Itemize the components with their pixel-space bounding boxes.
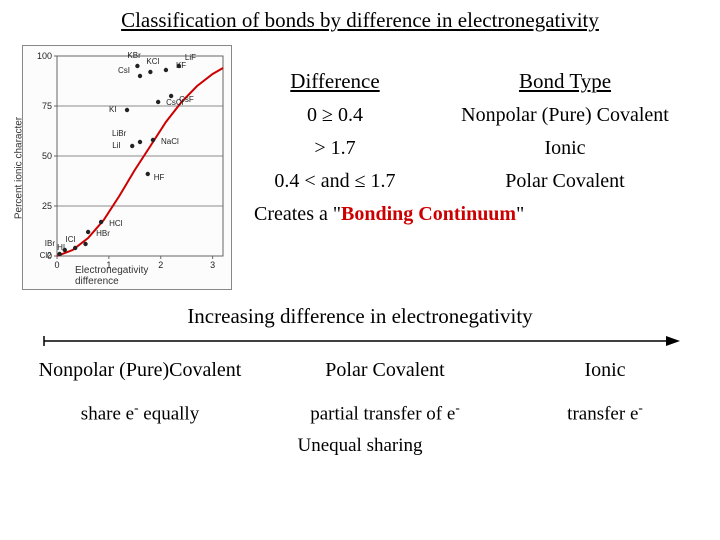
svg-text:CsI: CsI: [118, 66, 130, 75]
table-row: 0.4 < and ≤ 1.7 Polar Covalent: [250, 170, 710, 193]
table-row: 0 ≥ 0.4 Nonpolar (Pure) Covalent: [250, 104, 710, 127]
svg-text:Cl2: Cl2: [40, 251, 53, 260]
svg-text:0: 0: [54, 260, 59, 270]
continuum-pre: Creates a ": [254, 203, 341, 225]
svg-text:100: 100: [37, 51, 52, 61]
table-row: > 1.7 Ionic: [250, 137, 710, 160]
chart-xlabel: Electronegativity difference: [75, 265, 179, 287]
svg-text:HF: HF: [154, 173, 165, 182]
sub-polar: partial transfer of e-: [270, 400, 500, 425]
svg-text:HBr: HBr: [96, 229, 110, 238]
bond-table: Difference Bond Type 0 ≥ 0.4 Nonpolar (P…: [232, 39, 710, 290]
top-section: 02550751000123Cl2IBrHIIClHBrHClHFLiILiBr…: [0, 39, 720, 290]
svg-text:HI: HI: [57, 243, 65, 252]
sub-nonpolar: share e- equally: [10, 400, 270, 425]
cell-diff: > 1.7: [250, 137, 420, 160]
svg-text:ICl: ICl: [66, 235, 76, 244]
unequal-sharing: Unequal sharing: [0, 435, 720, 457]
svg-text:75: 75: [42, 101, 52, 111]
svg-text:NaCl: NaCl: [161, 137, 179, 146]
page-title: Classification of bonds by difference in…: [0, 0, 720, 39]
sub-ionic: transfer e-: [500, 400, 710, 425]
svg-text:KCl: KCl: [146, 57, 159, 66]
svg-text:HCl: HCl: [109, 219, 123, 228]
continuum-post: ": [516, 203, 524, 225]
chart-svg: 02550751000123Cl2IBrHIIClHBrHClHFLiILiBr…: [23, 46, 233, 291]
cat-ionic: Ionic: [500, 359, 710, 382]
col-header-bondtype: Bond Type: [420, 69, 710, 94]
continuum-text: Creates a "Bonding Continuum": [254, 203, 710, 226]
col-header-difference: Difference: [250, 69, 420, 94]
increasing-caption: Increasing difference in electronegativi…: [0, 304, 720, 329]
svg-text:LiF: LiF: [185, 53, 196, 62]
cell-bond: Nonpolar (Pure) Covalent: [420, 104, 710, 127]
svg-text:LiBr: LiBr: [112, 129, 127, 138]
svg-text:IBr: IBr: [45, 239, 56, 248]
cell-diff: 0.4 < and ≤ 1.7: [250, 170, 420, 193]
svg-text:KI: KI: [109, 105, 117, 114]
gradient-arrow: [40, 333, 680, 349]
chart-ylabel: Percent ionic character: [14, 116, 25, 218]
svg-text:KBr: KBr: [127, 51, 141, 60]
cat-polar: Polar Covalent: [270, 359, 500, 382]
svg-text:50: 50: [42, 151, 52, 161]
ionic-character-chart: 02550751000123Cl2IBrHIIClHBrHClHFLiILiBr…: [22, 45, 232, 290]
subtext-row: share e- equally partial transfer of e- …: [0, 400, 720, 425]
svg-text:CsF: CsF: [179, 95, 194, 104]
continuum-red: Bonding Continuum: [341, 203, 516, 225]
cell-diff: 0 ≥ 0.4: [250, 104, 420, 127]
svg-text:LiI: LiI: [112, 141, 120, 150]
cat-nonpolar: Nonpolar (Pure)Covalent: [10, 359, 270, 382]
cell-bond: Ionic: [420, 137, 710, 160]
svg-text:3: 3: [210, 260, 215, 270]
svg-text:25: 25: [42, 201, 52, 211]
cell-bond: Polar Covalent: [420, 170, 710, 193]
category-row: Nonpolar (Pure)Covalent Polar Covalent I…: [0, 359, 720, 382]
